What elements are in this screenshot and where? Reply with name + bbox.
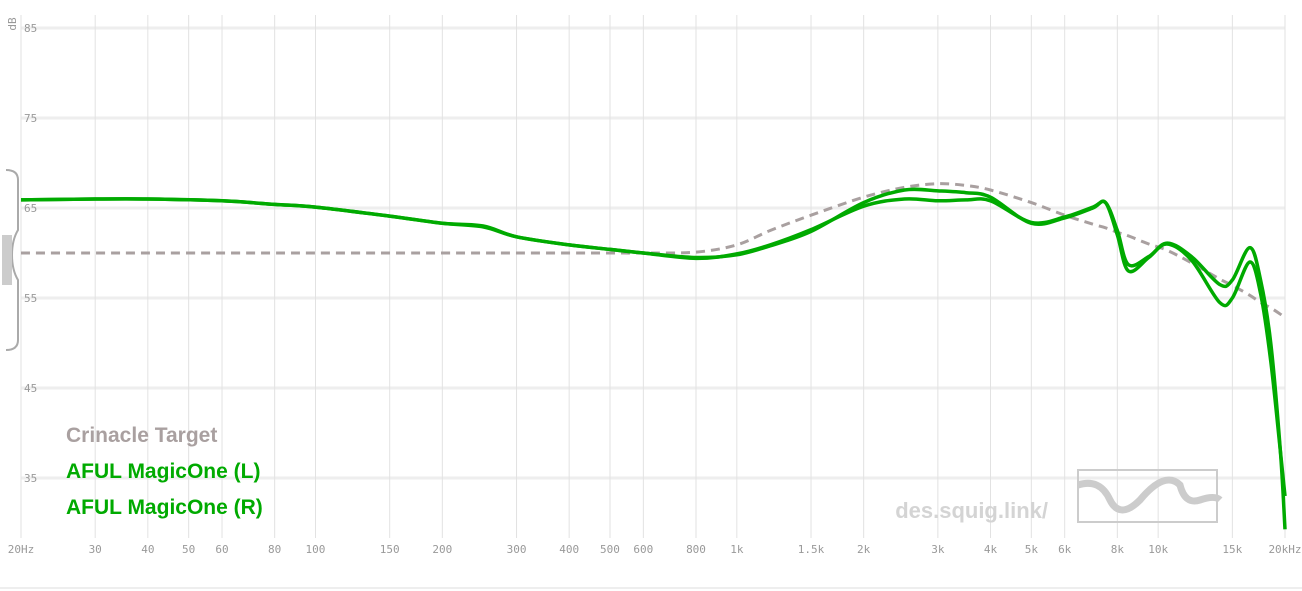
x-tick-label: 800 [686,543,706,556]
y-tick-label: 65 [24,202,37,215]
x-tick-label: 600 [633,543,653,556]
y-axis-label: dB [6,17,19,31]
x-tick-label: 3k [931,543,945,556]
x-tick-label: 100 [306,543,326,556]
x-tick-label: 4k [984,543,998,556]
legend-entry: AFUL MagicOne (R) [66,496,263,519]
x-tick-label: 15k [1222,543,1242,556]
legend-entry: Crinacle Target [66,424,217,447]
y-tick-label: 85 [24,22,37,35]
x-tick-label: 20Hz [8,543,35,556]
handle [2,169,19,351]
x-tick-label: 300 [507,543,527,556]
x-tick-label: 60 [215,543,228,556]
legend-entry: AFUL MagicOne (L) [66,460,260,483]
fr-line [20,197,1287,497]
x-tick-label: 6k [1058,543,1072,556]
x-tick-label: 150 [380,543,400,556]
x-tick-label: 20kHz [1268,543,1301,556]
x-tick-label: 1k [730,543,744,556]
logo [1076,469,1223,523]
x-tick-label: 80 [268,543,281,556]
x-tick-label: 5k [1025,543,1039,556]
y-tick-label: 55 [24,292,37,305]
plot: 35 45 55 65 75 85 20Hz 30 40 50 60 80 100 150 200 300 40… [8,22,1302,556]
x-tick-label: 200 [432,543,452,556]
x-tick-label: 8k [1111,543,1125,556]
x-tick-label: 400 [559,543,579,556]
watermark: des.squig.link/ [895,498,1048,523]
y-tick-label: 35 [24,472,37,485]
x-tick-label: 1.5k [798,543,825,556]
x-tick-label: 10k [1148,543,1168,556]
x-tick-label: 500 [600,543,620,556]
y-tick-label: 75 [24,112,37,125]
x-tick-label: 40 [141,543,154,556]
x-tick-label: 2k [857,543,871,556]
y-tick-label: 45 [24,382,37,395]
x-tick-label: 50 [182,543,195,556]
target-line [21,182,1286,319]
grid [20,15,1286,538]
x-tick-label: 30 [89,543,102,556]
